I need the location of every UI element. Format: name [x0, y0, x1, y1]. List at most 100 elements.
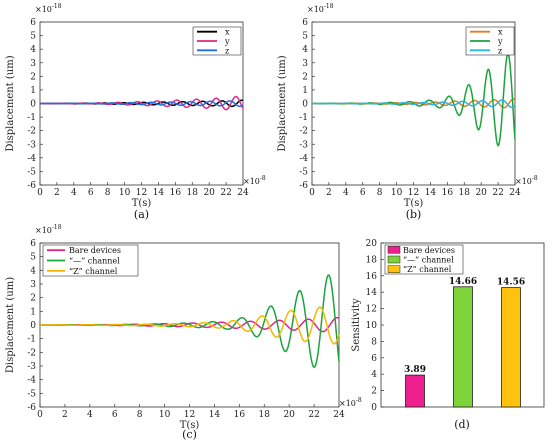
y-tick-label: -4 [27, 376, 36, 386]
x-tick-label: 10 [391, 188, 403, 198]
y-scale-multiplier: ×10-18 [35, 3, 62, 14]
panel-a: 0 2 4 6 8 10 12 14 16 18 20 22 24-6-5-4-3-2-10123456… [5, 3, 266, 221]
legend-label: y [497, 37, 503, 46]
bar [405, 374, 425, 408]
x-scale-multiplier-base: ×10 [243, 177, 260, 186]
x-tick-label: 20 [203, 188, 215, 198]
y-axis-label: Sensitivity [351, 298, 362, 352]
x-scale-multiplier-exp: -8 [532, 175, 538, 182]
y-scale-multiplier-base: ×10 [307, 5, 324, 14]
y-tick-label: 0 [30, 321, 36, 331]
bar-value-label: 14.56 [497, 278, 525, 288]
legend-swatch [387, 246, 401, 254]
legend-label: x [498, 28, 503, 37]
series-line [312, 99, 516, 109]
x-tick-label: 0 [37, 410, 43, 420]
x-tick-label: 2 [54, 188, 60, 198]
x-tick-label: 0 [309, 188, 315, 198]
x-tick-label: 14 [425, 188, 437, 198]
x-tick-label: 16 [442, 188, 454, 198]
x-tick-label: 10 [119, 188, 131, 198]
y-tick-label: -1 [27, 113, 36, 123]
x-tick-label: 2 [326, 188, 332, 198]
bar [453, 286, 473, 408]
x-scale-multiplier: ×10-8 [243, 175, 266, 186]
bar-value-label: 14.66 [449, 277, 477, 287]
y-tick-label: 6 [371, 354, 377, 364]
legend-label: “Z” channel [69, 267, 118, 276]
legend-swatch [387, 265, 401, 273]
y-tick-label: -1 [299, 113, 308, 123]
x-tick-label: 22 [308, 410, 319, 420]
legend-label: z [225, 46, 229, 55]
x-scale-multiplier-exp: -8 [356, 397, 362, 404]
x-tick-label: 12 [408, 188, 419, 198]
x-tick-label: 2 [62, 410, 68, 420]
y-tick-label: -6 [27, 403, 36, 413]
legend-label: “—” channel [403, 256, 454, 265]
bar-value-label: 3.89 [404, 365, 426, 375]
y-axis-label: Displacement (um) [277, 55, 288, 151]
y-axis-label: Displacement (um) [5, 55, 16, 151]
legend-label: Bare devices [403, 246, 455, 255]
y-tick-label: -6 [299, 181, 308, 191]
y-tick-label: 0 [30, 100, 36, 110]
y-tick-label: 5 [30, 253, 36, 263]
y-tick-label: 20 [366, 239, 378, 249]
y-scale-multiplier-base: ×10 [35, 226, 52, 235]
x-tick-label: 4 [343, 188, 349, 198]
x-tick-label: 22 [220, 188, 231, 198]
y-tick-label: 4 [302, 45, 308, 55]
y-tick-label: 4 [30, 45, 36, 55]
legend-label: y [224, 37, 230, 46]
y-tick-label: -6 [27, 181, 36, 191]
x-tick-label: 0 [37, 188, 43, 198]
x-tick-label: 24 [509, 188, 521, 198]
x-tick-label: 14 [153, 188, 165, 198]
y-tick-label: -5 [27, 389, 36, 399]
legend: Bare devices“—” channel“Z” channel [384, 244, 464, 275]
y-tick-label: 1 [30, 86, 36, 96]
y-tick-label: 4 [371, 370, 377, 380]
x-tick-label: 18 [459, 188, 471, 198]
y-tick-label: 2 [30, 72, 36, 82]
series-line [40, 274, 340, 369]
y-tick-label: -5 [299, 167, 308, 177]
legend: xyz [465, 26, 515, 55]
x-tick-label: 8 [137, 410, 143, 420]
series-line [312, 53, 516, 147]
x-scale-multiplier: ×10-8 [339, 397, 362, 408]
x-axis-label: T(s) [404, 198, 424, 209]
y-scale-multiplier: ×10-18 [307, 3, 334, 14]
y-tick-label: 1 [302, 86, 308, 96]
y-tick-label: 2 [371, 387, 377, 397]
y-tick-label: -4 [27, 154, 36, 164]
y-tick-label: 0 [302, 100, 308, 110]
x-axis-label: T(s) [132, 198, 152, 209]
x-tick-label: 6 [360, 188, 366, 198]
y-tick-label: -4 [299, 154, 308, 164]
panel-c: 0 2 4 6 8 10 12 14 16 18 20 22 24-6-5-4-3-2-10123456… [5, 224, 362, 441]
y-axis-label: Displacement (um) [5, 277, 16, 373]
y-tick-label: 0 [371, 403, 377, 413]
y-scale-multiplier-exp: -18 [52, 3, 62, 10]
y-tick-label: -3 [27, 140, 36, 150]
panel-caption: (c) [182, 428, 197, 441]
y-tick-label: 10 [366, 321, 378, 331]
panel-caption: (b) [406, 208, 422, 221]
y-tick-label: -2 [299, 127, 308, 137]
x-tick-label: 6 [112, 410, 118, 420]
y-tick-label: 3 [30, 59, 36, 69]
y-tick-label: -1 [27, 335, 36, 345]
y-tick-label: 5 [302, 32, 308, 42]
x-tick-label: 20 [475, 188, 487, 198]
legend-label: “Z” channel [403, 265, 452, 274]
legend-label: Bare devices [69, 246, 121, 255]
legend: xyz [192, 26, 242, 55]
y-tick-label: -2 [27, 127, 36, 137]
x-tick-label: 4 [71, 188, 77, 198]
legend: Bare devices“—” channel“Z” channel [42, 244, 139, 277]
x-scale-multiplier-base: ×10 [339, 399, 356, 408]
x-tick-label: 24 [237, 188, 249, 198]
y-tick-label: 6 [30, 18, 36, 28]
